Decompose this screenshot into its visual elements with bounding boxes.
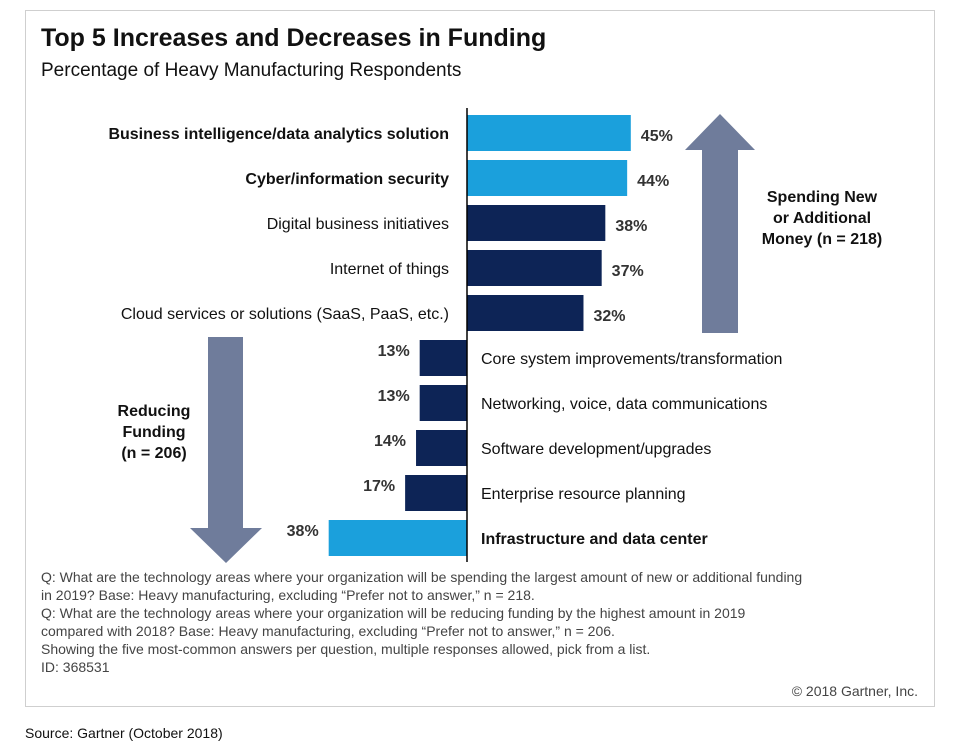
chart-title: Top 5 Increases and Decreases in Funding — [41, 24, 547, 52]
increase-category-label-3: Internet of things — [330, 261, 449, 278]
funding-chart: Business intelligence/data analytics sol… — [108, 108, 882, 563]
increase-bar-0 — [467, 115, 631, 151]
down-arrow-icon — [190, 337, 262, 563]
note-id: ID: 368531 — [41, 659, 110, 675]
decrease-value-label-2: 14% — [374, 433, 406, 450]
decrease-bar-0 — [419, 340, 467, 376]
decrease-value-label-3: 17% — [363, 478, 395, 495]
chart-subtitle: Percentage of Heavy Manufacturing Respon… — [41, 60, 462, 81]
increase-value-label-0: 45% — [641, 128, 673, 145]
increase-value-label-3: 37% — [612, 263, 644, 280]
increase-value-label-2: 38% — [615, 218, 647, 235]
decrease-category-label-0: Core system improvements/transformation — [481, 351, 782, 368]
increase-bar-3 — [467, 250, 602, 286]
increase-bar-4 — [467, 295, 584, 331]
increase-bar-1 — [467, 160, 628, 196]
note-decrease-question: Q: What are the technology areas where y… — [41, 605, 746, 639]
increase-bar-2 — [467, 205, 606, 241]
decrease-category-label-1: Networking, voice, data communications — [481, 396, 767, 413]
decrease-arrow-label: Reducing Funding (n = 206) — [118, 403, 191, 462]
decrease-category-label-3: Enterprise resource planning — [481, 486, 686, 503]
up-arrow-icon — [685, 114, 755, 333]
decrease-bar-3 — [405, 475, 467, 511]
increase-category-label-2: Digital business initiatives — [267, 216, 449, 233]
increase-arrow-label: Spending New or Additional Money (n = 218) — [762, 189, 882, 248]
decrease-value-label-0: 13% — [378, 343, 410, 360]
footnotes: Q: What are the technology areas where y… — [41, 568, 811, 676]
decrease-bar-2 — [416, 430, 467, 466]
source-note: Source: Gartner (October 2018) — [25, 725, 223, 741]
increase-value-label-1: 44% — [637, 173, 669, 190]
decrease-category-label-4: Infrastructure and data center — [481, 531, 708, 548]
decrease-category-label-2: Software development/upgrades — [481, 441, 711, 458]
copyright: © 2018 Gartner, Inc. — [791, 683, 918, 699]
chart-frame — [25, 10, 935, 707]
decrease-bar-4 — [328, 520, 467, 556]
decrease-value-label-1: 13% — [378, 388, 410, 405]
increase-category-label-1: Cyber/information security — [245, 171, 449, 188]
decrease-bar-1 — [419, 385, 467, 421]
increase-category-label-4: Cloud services or solutions (SaaS, PaaS,… — [121, 306, 449, 323]
decrease-value-label-4: 38% — [287, 523, 319, 540]
increase-value-label-4: 32% — [593, 308, 625, 325]
note-increase-question: Q: What are the technology areas where y… — [41, 569, 803, 603]
note-method: Showing the five most-common answers per… — [41, 641, 651, 657]
increase-category-label-0: Business intelligence/data analytics sol… — [108, 126, 449, 143]
